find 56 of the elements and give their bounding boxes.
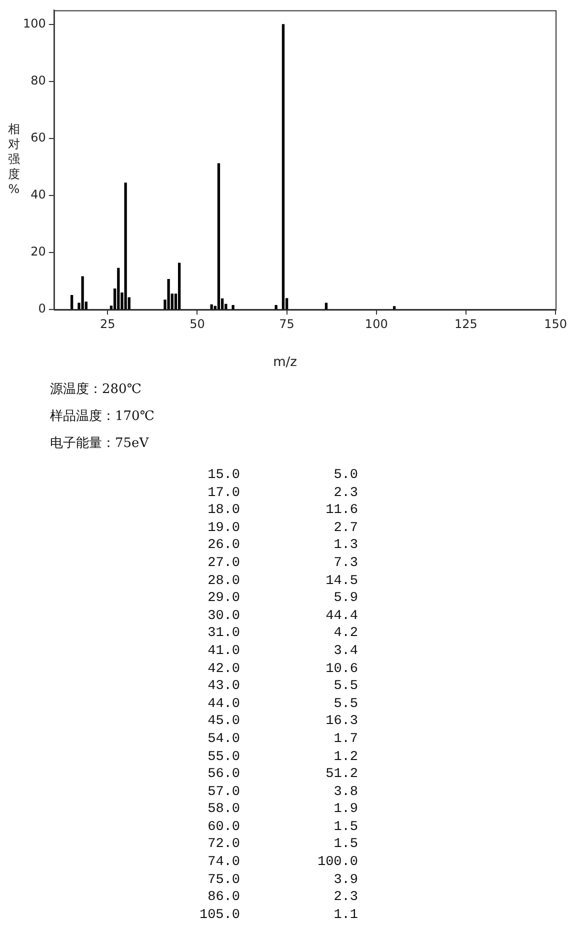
text: 86.0 2.3 [208,890,358,906]
bar [282,24,285,310]
y-tick-label: 0 [38,302,46,316]
text: 26.0 1.3 [208,538,358,554]
text: 41.0 3.4 [208,644,358,659]
text: 74.0 100.0 [208,855,358,870]
text: 43.0 5.5 [208,679,358,694]
x-tick-label: 125 [454,316,478,331]
y-tick-label: 100 [23,16,46,31]
text: 57.0 3.8 [208,784,358,800]
bar [70,295,74,310]
text: 29.0 5.9 [208,591,358,606]
text: 105.0 1.1 [199,908,358,923]
text: 样品温度：170℃ [50,408,156,426]
y-tick-label: 20 [30,244,46,259]
text: 27.0 7.3 [208,556,358,571]
text: 17.0 2.3 [208,486,358,501]
bar [167,279,170,310]
x-tick-label: 25 [100,316,116,331]
bar [232,304,234,310]
text: 18.0 11.6 [208,503,358,518]
x-tick-label: 150 [544,316,567,331]
bar [324,302,328,310]
text: 15.0 5.0 [208,468,358,483]
text: 60.0 1.5 [208,820,358,835]
text: 56.0 51.2 [208,767,358,782]
text: 45.0 16.3 [208,714,358,730]
y-axis-title: 相对强度% [7,122,21,197]
x-tick-label: 100 [364,316,388,331]
text: 31.0 4.2 [208,626,358,642]
text: 44.0 5.5 [208,696,358,712]
text: 55.0 1.2 [208,750,358,764]
text: 54.0 1.7 [208,732,358,747]
text: 72.0 1.5 [208,837,358,852]
text: 42.0 10.6 [208,662,358,677]
bar [117,268,120,310]
x-tick-label: 75 [279,316,294,331]
x-tick-label: 50 [190,316,205,331]
y-tick-label: 80 [30,74,46,88]
text: 19.0 2.7 [208,520,358,536]
bar [274,304,278,310]
text: 75.0 3.9 [208,872,358,888]
text: 源温度：280℃ [50,381,142,399]
text: 30.0 44.4 [208,608,358,624]
y-tick-label: 60 [30,130,46,145]
bar [124,182,127,310]
bar [210,304,213,310]
bar [392,306,396,310]
text: 58.0 1.9 [208,802,358,818]
text: 28.0 14.5 [208,574,358,589]
bar [217,163,220,310]
bar [81,276,84,310]
bar [178,262,181,310]
x-axis-title: m/z [272,355,298,370]
y-tick-label: 40 [30,188,46,202]
text: 电子能量：75eV [50,435,150,453]
